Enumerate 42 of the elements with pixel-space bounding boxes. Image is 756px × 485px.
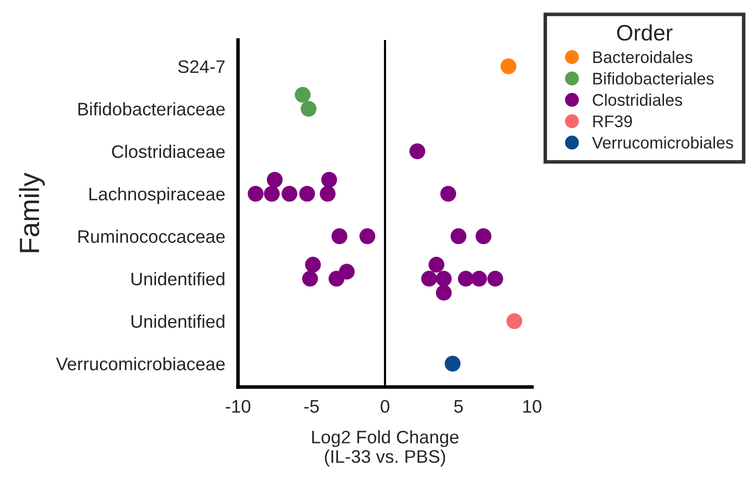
point	[302, 270, 318, 287]
point	[248, 186, 264, 202]
y-axis-title: Family	[18, 172, 45, 252]
point	[300, 100, 316, 117]
point	[506, 313, 522, 330]
x-tick-label: -5	[304, 400, 319, 413]
x-tick-label: 5	[454, 400, 463, 413]
y-tick-label: Lachnospiraceae	[89, 187, 225, 204]
point	[282, 186, 298, 202]
y-tick-label: Ruminococcaceae	[78, 230, 225, 243]
legend-title: Order	[617, 24, 673, 41]
legend-label: Verrucomicrobiales	[592, 136, 734, 149]
point	[500, 58, 516, 74]
point	[440, 186, 456, 202]
point	[458, 270, 474, 287]
point	[444, 356, 461, 372]
x-tick-label: -10	[226, 400, 250, 413]
y-tick-label: Verrucomicrobiaceae	[56, 357, 225, 370]
point	[320, 186, 336, 202]
legend-label: Bifidobacteriales	[593, 72, 714, 84]
point	[332, 228, 348, 244]
legend-label: RF39	[593, 115, 632, 128]
point	[359, 228, 376, 244]
point	[264, 186, 280, 202]
point	[471, 270, 487, 287]
legend-label: Bacteroidales	[593, 50, 692, 64]
y-tick-label: S24-7	[178, 60, 225, 74]
y-tick-label: Unidentified	[132, 272, 224, 286]
x-axis-title: Log2 Fold Change (IL-33 vs. PBS)	[312, 430, 458, 466]
point	[476, 228, 492, 244]
y-tick-label: Unidentified	[132, 314, 224, 328]
y-tick-label: Clostridiaceae	[112, 144, 225, 158]
legend-label: Clostridiales	[592, 94, 682, 106]
point	[299, 186, 316, 202]
x-tick-label: 0	[380, 400, 390, 413]
point	[436, 270, 452, 287]
x-tick-label: 10	[523, 400, 542, 413]
point	[450, 228, 466, 244]
y-tick-label: Bifidobacteriaceae	[78, 102, 225, 116]
point	[409, 143, 426, 160]
point	[421, 270, 438, 287]
point	[487, 270, 504, 287]
